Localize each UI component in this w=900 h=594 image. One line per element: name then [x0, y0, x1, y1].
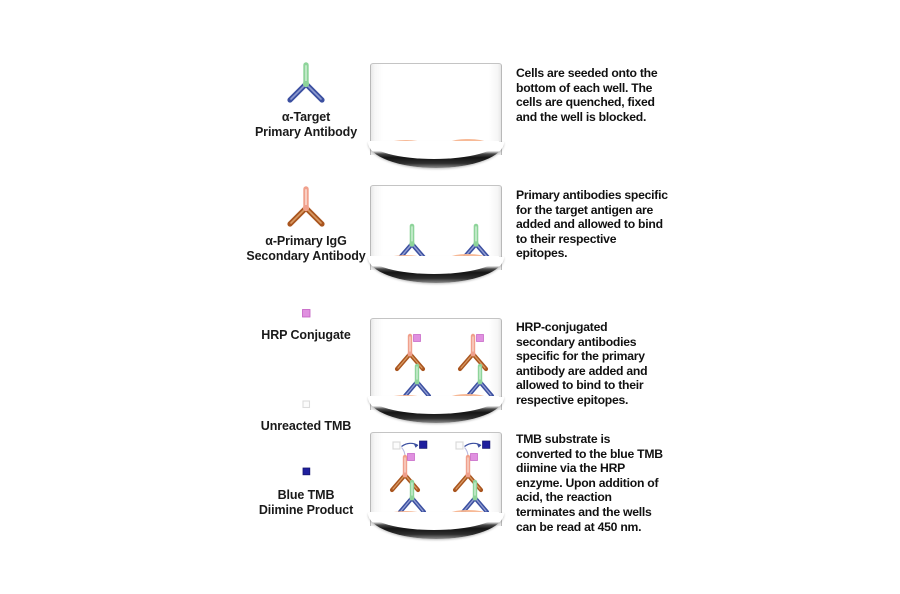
well-base	[368, 256, 504, 283]
assay-well-4	[368, 432, 504, 539]
well-base-inner	[369, 512, 499, 530]
well-base	[368, 141, 504, 168]
primary-antibody-icon	[218, 58, 394, 110]
well-base	[368, 512, 504, 539]
legend-label-line-1: Blue TMB	[277, 488, 335, 502]
secondary-antibody-icon	[218, 182, 394, 234]
blue-tmb-diimine-icon	[218, 458, 394, 484]
legend-label-secondary-antibody: α-Primary IgG Secondary Antibody	[218, 234, 394, 263]
unreacted-tmb-marker	[455, 441, 464, 450]
assay-step-4: Blue TMB Diimine Product	[0, 428, 900, 540]
legend-label-unreacted-tmb: Unreacted TMB	[260, 418, 352, 433]
assay-step-2: α-Primary IgG Secondary Antibody	[0, 182, 900, 286]
antibody-sandwich-complex	[394, 333, 432, 399]
unreacted-tmb-icon	[218, 391, 394, 417]
legend-hrp-conjugate: HRP Conjugate Unreacted TMB	[218, 300, 394, 433]
caption-step-3: HRP-conjugated secondary antibodies spec…	[516, 320, 648, 407]
legend-label-line-1: α-Target	[281, 110, 331, 124]
legend-label-line-2: Diimine Product	[258, 502, 354, 517]
assay-well-2	[368, 185, 504, 283]
caption-step-2: Primary antibodies specific for the targ…	[516, 188, 668, 261]
legend-label-blue-tmb: Blue TMB Diimine Product	[218, 488, 394, 517]
assay-step-1: α-Target Primary Antibody Cells are seed…	[0, 58, 900, 168]
well-base-inner	[369, 256, 499, 274]
caption-step-1: Cells are seeded onto the bottom of each…	[516, 66, 658, 124]
hrp-conjugate-icon	[218, 300, 394, 326]
legend-secondary-antibody: α-Primary IgG Secondary Antibody	[218, 182, 394, 263]
blue-tmb-marker	[419, 440, 428, 449]
assay-well-3	[368, 318, 504, 423]
antibody-complex-with-tmb-reaction	[452, 440, 491, 515]
blue-tmb-marker	[482, 440, 491, 449]
antibody-complex-with-tmb-reaction	[389, 440, 428, 515]
well-base-inner	[369, 141, 499, 159]
assay-step-3: HRP Conjugate Unreacted TMB	[0, 300, 900, 433]
legend-label-line-2: Secondary Antibody	[246, 248, 366, 263]
legend-blue-tmb: Blue TMB Diimine Product	[218, 458, 394, 517]
legend-primary-antibody: α-Target Primary Antibody	[218, 58, 394, 139]
legend-label-primary-antibody: α-Target Primary Antibody	[218, 110, 394, 139]
legend-label-line-1: α-Primary IgG	[265, 234, 347, 248]
legend-label-line-2: Primary Antibody	[254, 124, 358, 139]
caption-step-4: TMB substrate is converted to the blue T…	[516, 432, 663, 534]
antibody-sandwich-complex	[457, 333, 495, 399]
assay-well-1	[368, 63, 504, 168]
unreacted-tmb-marker	[392, 441, 401, 450]
legend-label-hrp-conjugate: HRP Conjugate	[261, 328, 351, 342]
well-base-inner	[369, 396, 499, 414]
